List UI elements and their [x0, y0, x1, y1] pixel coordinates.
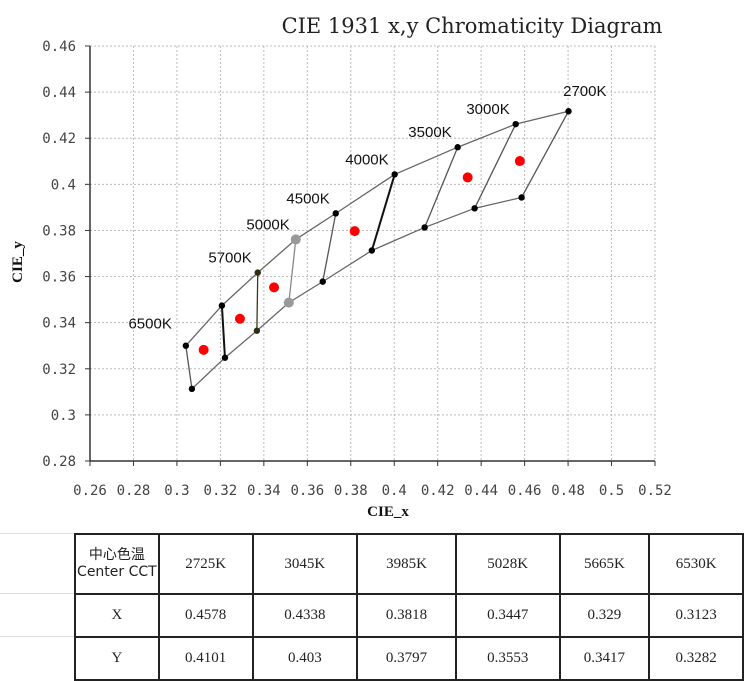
cct-divider-line: [185, 345, 193, 389]
cct-divider-line: [322, 213, 337, 282]
x-tick-label: 0.48: [551, 483, 585, 499]
boundary-point: [512, 120, 519, 128]
header-cell: 中心色温 Center CCT: [74, 533, 160, 595]
cct-cell: 5028K: [454, 533, 561, 595]
center-point: [234, 313, 245, 324]
y-axis-label: CIE_y: [10, 241, 26, 283]
x-tick-label: 0.4: [382, 483, 407, 499]
x-tick-label: 0.38: [334, 483, 368, 499]
x-cell: 0.4578: [157, 593, 254, 638]
x-tick-label: 0.28: [117, 483, 151, 499]
cct-cell: 6530K: [648, 533, 744, 595]
cct-cell: 5665K: [558, 533, 651, 595]
chart-title: CIE 1931 x,y Chromaticity Diagram: [282, 14, 663, 38]
cct-label: 5700K: [208, 250, 251, 267]
cct-label: 4000K: [345, 151, 388, 168]
center-point: [269, 282, 280, 293]
center-point: [514, 156, 525, 167]
table-row: 中心色温 Center CCT 2725K 3045K 3985K 5028K …: [74, 533, 744, 595]
cct-label: 2700K: [563, 83, 606, 100]
y-tick-label: 0.32: [42, 362, 76, 378]
boundary-point: [319, 278, 326, 285]
y-tick-label: 0.3: [51, 408, 76, 424]
y-cell: 0.3417: [558, 636, 651, 681]
y-cell: 0.3553: [454, 636, 561, 681]
cct-cell: 2725K: [157, 533, 254, 595]
x-cell: 0.3818: [356, 593, 457, 638]
table-row: Y 0.4101 0.403 0.3797 0.3553 0.3417 0.3282: [74, 636, 744, 681]
cct-label: 3000K: [466, 101, 509, 118]
lower-boundary-line: [191, 196, 522, 390]
x-tick-label: 0.3: [164, 483, 189, 499]
boundary-point: [332, 210, 339, 217]
boundary-point: [283, 297, 294, 308]
y-tick-label: 0.44: [42, 85, 76, 101]
boundary-point: [518, 194, 525, 201]
cct-cell: 3045K: [251, 533, 359, 595]
boundary-point: [368, 247, 376, 254]
boundary-point: [471, 205, 478, 212]
y-tick-label: 0.46: [42, 39, 76, 55]
row-label: Y: [74, 636, 160, 681]
x-tick-label: 0.36: [290, 483, 324, 499]
y-cell: 0.4101: [157, 636, 254, 681]
cct-table: 中心色温 Center CCT 2725K 3045K 3985K 5028K …: [74, 533, 744, 681]
y-tick-label: 0.28: [42, 454, 76, 470]
boundary-point: [454, 144, 461, 151]
center-point: [349, 226, 360, 237]
boundary-point: [253, 327, 261, 334]
y-tick-label: 0.4: [51, 177, 76, 193]
x-tick-label: 0.32: [204, 483, 238, 499]
y-cell: 0.3282: [648, 636, 744, 681]
cct-divider-line: [288, 239, 297, 303]
cct-label: 5000K: [246, 216, 289, 233]
center-point: [462, 172, 473, 183]
boundary-point: [182, 342, 190, 349]
boundary-point: [188, 385, 196, 393]
y-cell: 0.403: [251, 636, 359, 681]
cct-label: 4500K: [286, 190, 329, 207]
chromaticity-chart: 0.26 0.28 0.3 0.32 0.34 0.36 0.38 0.4 0.42 0.44 0.…: [10, 14, 672, 520]
x-cell: 0.4338: [251, 593, 359, 638]
upper-boundary-line: [185, 110, 569, 347]
x-tick-label: 0.5: [599, 483, 624, 499]
x-tick-label: 0.42: [421, 483, 455, 499]
x-tick-label: 0.52: [638, 483, 672, 499]
table-row: X 0.4578 0.4338 0.3818 0.3447 0.329 0.3123: [74, 593, 744, 638]
cct-label: 3500K: [408, 124, 451, 141]
x-cell: 0.329: [558, 593, 651, 638]
boundary-point: [290, 234, 301, 245]
x-tick-label: 0.44: [464, 483, 498, 499]
x-cell: 0.3447: [454, 593, 561, 638]
boundary-point: [218, 302, 226, 309]
x-cell: 0.3123: [648, 593, 744, 638]
cct-divider-line: [521, 110, 570, 198]
boundary-point: [391, 171, 398, 178]
cct-label: 6500K: [128, 316, 171, 333]
boundary-point: [221, 354, 229, 361]
boundary-point: [421, 224, 428, 231]
row-label: X: [74, 593, 160, 638]
cct-divider-line: [424, 146, 459, 228]
center-point: [198, 344, 209, 355]
cct-divider-line: [370, 174, 396, 251]
y-tick-label: 0.34: [42, 316, 76, 332]
y-cell: 0.3797: [356, 636, 457, 681]
boundary-point: [254, 269, 261, 276]
x-tick-label: 0.26: [73, 483, 107, 499]
x-tick-label: 0.46: [508, 483, 542, 499]
y-tick-label: 0.42: [42, 131, 76, 147]
cct-cell: 3985K: [356, 533, 457, 595]
cct-divider-line: [256, 272, 259, 331]
x-tick-label: 0.34: [247, 483, 281, 499]
cct-divider-line: [220, 305, 226, 358]
y-tick-label: 0.36: [42, 270, 76, 286]
cct-divider-line: [474, 123, 517, 209]
x-axis-label: CIE_x: [367, 504, 409, 520]
y-tick-label: 0.38: [42, 223, 76, 239]
boundary-point: [565, 108, 572, 115]
